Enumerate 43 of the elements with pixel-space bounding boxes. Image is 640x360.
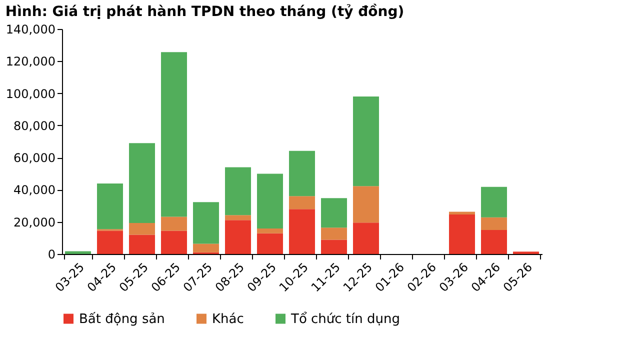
- bar: [193, 202, 219, 244]
- bar: [289, 150, 315, 196]
- chart-title: Hình: Giá trị phát hành TPDN theo tháng (tỷ đồng): [5, 3, 404, 20]
- bar: [289, 196, 315, 210]
- legend-label: Tổ chức tín dụng: [290, 310, 400, 327]
- bar: [353, 186, 379, 223]
- bar: [481, 217, 507, 230]
- bar: [449, 212, 475, 214]
- bar: [97, 230, 123, 254]
- bar: [353, 222, 379, 254]
- bar: [161, 230, 187, 254]
- bar: [193, 244, 219, 252]
- bar: [161, 216, 187, 231]
- bar: [321, 198, 347, 228]
- bar: [65, 251, 91, 254]
- bar: [257, 228, 283, 234]
- bar: [129, 222, 155, 235]
- legend-label: Bất động sản: [79, 312, 165, 327]
- bar: [257, 233, 283, 254]
- bar: [353, 96, 379, 186]
- legend-label: Khác: [212, 312, 244, 327]
- bar: [321, 240, 347, 254]
- y-tick-label: 60,000: [14, 151, 56, 166]
- bar: [449, 214, 475, 254]
- bar: [289, 209, 315, 254]
- bar: [481, 230, 507, 254]
- y-tick-label: 80,000: [14, 118, 56, 133]
- bar: [129, 143, 155, 223]
- y-tick-label: 0: [48, 248, 56, 262]
- bar: [225, 220, 251, 254]
- bar: [97, 183, 123, 230]
- y-tick-label: 140,000: [6, 22, 56, 36]
- bar: [321, 228, 347, 240]
- y-tick-label: 120,000: [6, 54, 56, 69]
- y-tick-label: 100,000: [6, 86, 56, 101]
- bar: [161, 52, 187, 217]
- y-tick-label: 20,000: [14, 215, 56, 230]
- bar: [257, 174, 283, 228]
- bar: [225, 215, 251, 220]
- y-tick-label: 40,000: [14, 183, 56, 198]
- bar: [225, 167, 251, 216]
- bar: [481, 186, 507, 218]
- bar: [129, 234, 155, 254]
